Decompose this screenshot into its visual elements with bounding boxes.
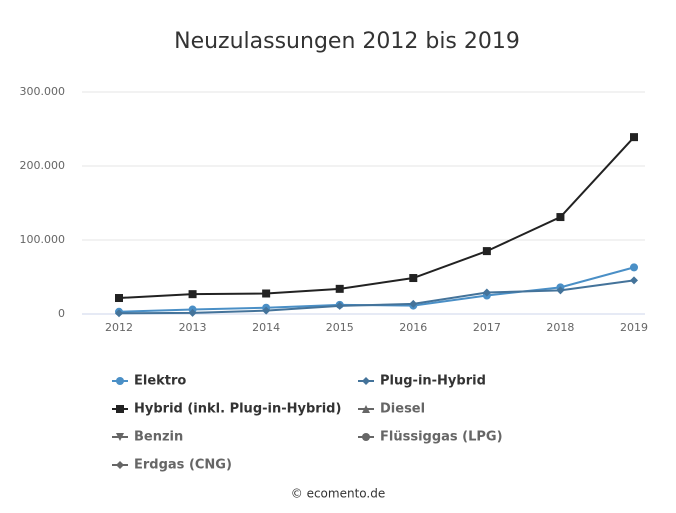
data-point — [630, 276, 638, 285]
legend-marker — [116, 377, 124, 385]
x-tick-label: 2016 — [399, 321, 427, 334]
legend-marker — [116, 433, 124, 441]
data-point — [409, 299, 418, 308]
legend-label: Hybrid (inkl. Plug-in-Hybrid) — [134, 402, 341, 417]
x-tick-label: 2012 — [105, 321, 133, 334]
x-tick-label: 2017 — [473, 321, 501, 334]
legend-label: Plug-in-Hybrid — [380, 374, 486, 389]
series-line — [118, 136, 635, 300]
legend-marker — [116, 461, 124, 469]
chart-title: Neuzulassungen 2012 bis 2019 — [174, 29, 520, 54]
series-line — [118, 279, 635, 315]
legend-label: Flüssiggas (LPG) — [380, 430, 503, 445]
data-point — [262, 289, 271, 298]
data-point — [482, 247, 491, 256]
y-tick-label: 200.000 — [20, 159, 66, 172]
legend-label: Diesel — [380, 402, 425, 417]
data-point — [556, 286, 565, 295]
data-point — [409, 274, 418, 283]
data-point — [335, 284, 344, 293]
y-tick-label: 300.000 — [20, 85, 66, 98]
x-tick-label: 2015 — [326, 321, 354, 334]
data-point — [482, 288, 491, 297]
data-point — [262, 306, 271, 315]
data-point — [556, 213, 565, 222]
x-tick-label: 2013 — [179, 321, 207, 334]
legend-marker — [116, 405, 124, 413]
x-tick-label: 2018 — [546, 321, 574, 334]
data-point — [630, 133, 638, 142]
data-point — [335, 301, 344, 310]
legend-marker — [362, 405, 370, 413]
y-tick-label: 0 — [58, 307, 65, 320]
credit: © ecomento.de — [291, 487, 385, 501]
data-point — [188, 308, 197, 317]
x-tick-label: 2019 — [620, 321, 648, 334]
legend-label: Erdgas (CNG) — [134, 458, 232, 473]
legend-marker — [362, 433, 370, 441]
data-point — [188, 290, 197, 299]
legend-marker — [362, 377, 370, 385]
y-tick-label: 100.000 — [20, 233, 66, 246]
legend-label: Benzin — [134, 430, 183, 445]
legend-label: Elektro — [134, 374, 186, 389]
data-point — [115, 294, 123, 303]
data-point — [630, 263, 638, 272]
x-tick-label: 2014 — [252, 321, 280, 334]
data-point — [115, 309, 123, 318]
